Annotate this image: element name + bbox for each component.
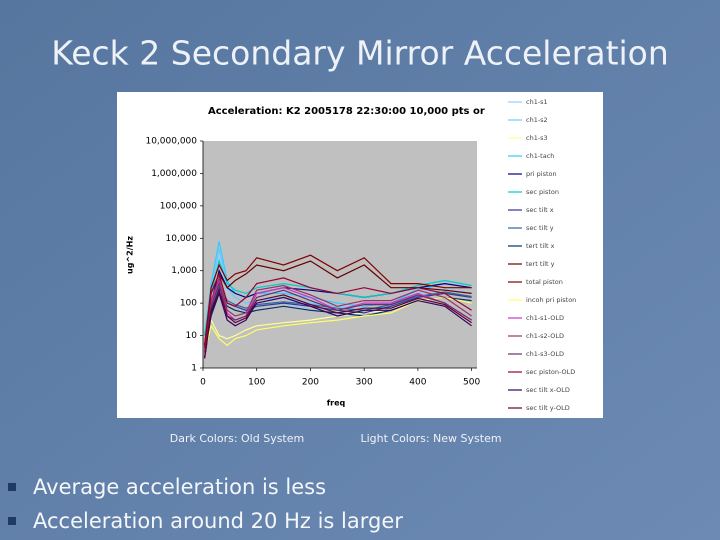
bullet-marker — [8, 483, 16, 491]
legend-label: sec tilt x — [526, 206, 554, 214]
caption: Light Colors: New System — [360, 432, 501, 445]
chart-title: Acceleration: K2 2005178 22:30:00 10,000… — [208, 106, 485, 117]
series-line — [204, 288, 472, 359]
legend-label: sec tilt x-OLD — [526, 386, 570, 394]
legend-label: ch1-s3 — [526, 134, 548, 142]
series-group — [204, 241, 472, 359]
legend-label: total piston — [526, 278, 563, 286]
series-line — [204, 278, 472, 353]
legend-label: ch1-s2-OLD — [526, 332, 564, 340]
plot: 1 10 100 1,000 10,000 100,000 1,000,000 10,000,… — [145, 137, 480, 388]
bullet: Acceleration around 20 Hz is larger — [33, 509, 403, 533]
legend-label: sec piston — [526, 188, 559, 196]
series-line — [204, 254, 472, 346]
series-line — [204, 241, 472, 336]
plot-area — [203, 141, 477, 368]
x-tick-label: 0 — [200, 378, 206, 388]
series-line — [204, 281, 472, 359]
y-tick-label: 100 — [180, 299, 197, 309]
y-tick-label: 10 — [186, 331, 198, 341]
legend-label: ch1-s3-OLD — [526, 350, 564, 358]
legend-label: sec tilt y — [526, 224, 554, 232]
legend-label: tert tilt x — [526, 242, 555, 250]
y-tick-label: 1 — [191, 364, 197, 374]
x-tick-label: 100 — [248, 378, 265, 388]
legend-label: pri piston — [526, 170, 557, 178]
series-line — [204, 275, 472, 353]
caption: Dark Colors: Old System — [170, 432, 304, 445]
legend-label: sec tilt y-OLD — [526, 404, 570, 412]
legend-label: sec piston-OLD — [526, 368, 575, 376]
legend-label: ch1-s1-OLD — [526, 314, 564, 322]
series-line — [204, 272, 472, 349]
x-tick-label: 400 — [409, 378, 426, 388]
series-line — [204, 296, 472, 353]
y-tick-label: 10,000 — [166, 234, 198, 244]
slide-title: Keck 2 Secondary Mirror Acceleration — [51, 34, 669, 73]
y-tick-label: 10,000,000 — [145, 137, 197, 147]
bullet-marker — [8, 517, 16, 525]
y-tick-label: 100,000 — [160, 201, 197, 211]
x-tick-label: 200 — [302, 378, 319, 388]
legend — [503, 95, 601, 415]
x-tick-label: 500 — [463, 378, 480, 388]
series-line — [204, 260, 472, 346]
legend-label: tert tilt y — [526, 260, 555, 268]
series-line — [204, 291, 472, 359]
y-tick-label: 1,000 — [171, 266, 197, 276]
legend-label: ch1-s2 — [526, 116, 548, 124]
x-axis-label: freq — [327, 399, 346, 408]
legend-items: ch1-s1 ch1-s2 ch1-s3 ch1-tach pri piston sec … — [508, 98, 576, 412]
y-axis-label: ug^2/Hz — [126, 236, 135, 274]
bullet: Average acceleration is less — [33, 475, 326, 499]
legend-label: ch1-s1 — [526, 98, 548, 106]
legend-label: ch1-tach — [526, 152, 554, 160]
legend-label: incoh pri piston — [526, 296, 576, 304]
y-tick-label: 1,000,000 — [151, 169, 197, 179]
x-tick-label: 300 — [356, 378, 373, 388]
